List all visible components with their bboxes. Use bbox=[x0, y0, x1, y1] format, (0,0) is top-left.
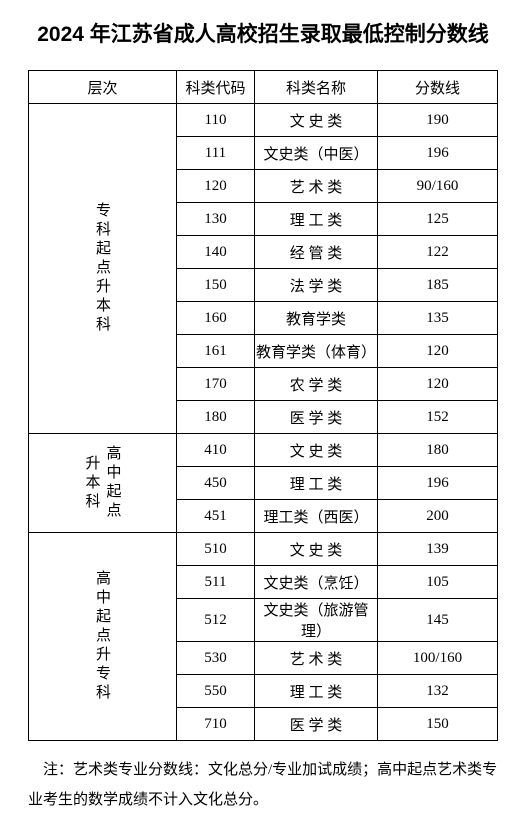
page-title: 2024 年江苏省成人高校招生录取最低控制分数线 bbox=[28, 18, 498, 48]
name-cell: 法 学 类 bbox=[255, 269, 378, 302]
level-cell: 专科起点升本科 bbox=[29, 104, 177, 434]
name-cell: 医 学 类 bbox=[255, 401, 378, 434]
score-cell: 100/160 bbox=[378, 642, 498, 675]
name-cell: 艺 术 类 bbox=[255, 642, 378, 675]
name-cell: 教育学类（体育） bbox=[255, 335, 378, 368]
code-cell: 111 bbox=[177, 137, 255, 170]
name-cell: 经 管 类 bbox=[255, 236, 378, 269]
table-row: 高中起点升本科410文 史 类180 bbox=[29, 434, 498, 467]
score-cell: 196 bbox=[378, 467, 498, 500]
table-row: 专科起点升本科110文 史 类190 bbox=[29, 104, 498, 137]
score-cell: 125 bbox=[378, 203, 498, 236]
name-cell: 艺 术 类 bbox=[255, 170, 378, 203]
name-cell: 理 工 类 bbox=[255, 203, 378, 236]
score-cell: 145 bbox=[378, 599, 498, 642]
code-cell: 110 bbox=[177, 104, 255, 137]
score-cell: 139 bbox=[378, 533, 498, 566]
code-cell: 170 bbox=[177, 368, 255, 401]
name-cell: 理工类（西医） bbox=[255, 500, 378, 533]
name-cell: 文史类（烹饪） bbox=[255, 566, 378, 599]
code-cell: 530 bbox=[177, 642, 255, 675]
header-level: 层次 bbox=[29, 71, 177, 104]
code-cell: 180 bbox=[177, 401, 255, 434]
name-cell: 理 工 类 bbox=[255, 675, 378, 708]
header-name: 科类名称 bbox=[255, 71, 378, 104]
level-cell: 高中起点升本科 bbox=[29, 434, 177, 533]
code-cell: 410 bbox=[177, 434, 255, 467]
score-cell: 120 bbox=[378, 335, 498, 368]
name-cell: 文 史 类 bbox=[255, 434, 378, 467]
score-cell: 135 bbox=[378, 302, 498, 335]
score-cell: 150 bbox=[378, 708, 498, 741]
code-cell: 510 bbox=[177, 533, 255, 566]
code-cell: 512 bbox=[177, 599, 255, 642]
footnote: 注：艺术类专业分数线：文化总分/专业加试成绩；高中起点艺术类专业考生的数学成绩不… bbox=[28, 755, 498, 815]
name-cell: 农 学 类 bbox=[255, 368, 378, 401]
code-cell: 140 bbox=[177, 236, 255, 269]
header-code: 科类代码 bbox=[177, 71, 255, 104]
score-cell: 196 bbox=[378, 137, 498, 170]
score-cell: 185 bbox=[378, 269, 498, 302]
level-cell: 高中起点升专科 bbox=[29, 533, 177, 741]
name-cell: 医 学 类 bbox=[255, 708, 378, 741]
score-cell: 132 bbox=[378, 675, 498, 708]
code-cell: 130 bbox=[177, 203, 255, 236]
code-cell: 160 bbox=[177, 302, 255, 335]
name-cell: 文 史 类 bbox=[255, 533, 378, 566]
header-row: 层次 科类代码 科类名称 分数线 bbox=[29, 71, 498, 104]
name-cell: 教育学类 bbox=[255, 302, 378, 335]
code-cell: 450 bbox=[177, 467, 255, 500]
code-cell: 161 bbox=[177, 335, 255, 368]
code-cell: 451 bbox=[177, 500, 255, 533]
code-cell: 511 bbox=[177, 566, 255, 599]
code-cell: 550 bbox=[177, 675, 255, 708]
header-score: 分数线 bbox=[378, 71, 498, 104]
score-cell: 122 bbox=[378, 236, 498, 269]
score-cell: 190 bbox=[378, 104, 498, 137]
score-cell: 120 bbox=[378, 368, 498, 401]
code-cell: 710 bbox=[177, 708, 255, 741]
name-cell: 文史类（旅游管理） bbox=[255, 599, 378, 642]
score-cell: 200 bbox=[378, 500, 498, 533]
score-cell: 105 bbox=[378, 566, 498, 599]
table-row: 高中起点升专科510文 史 类139 bbox=[29, 533, 498, 566]
code-cell: 120 bbox=[177, 170, 255, 203]
name-cell: 文 史 类 bbox=[255, 104, 378, 137]
name-cell: 理 工 类 bbox=[255, 467, 378, 500]
name-cell: 文史类（中医） bbox=[255, 137, 378, 170]
score-cell: 90/160 bbox=[378, 170, 498, 203]
code-cell: 150 bbox=[177, 269, 255, 302]
score-cell: 180 bbox=[378, 434, 498, 467]
score-table: 层次 科类代码 科类名称 分数线 专科起点升本科110文 史 类190111文史… bbox=[28, 70, 498, 741]
score-cell: 152 bbox=[378, 401, 498, 434]
